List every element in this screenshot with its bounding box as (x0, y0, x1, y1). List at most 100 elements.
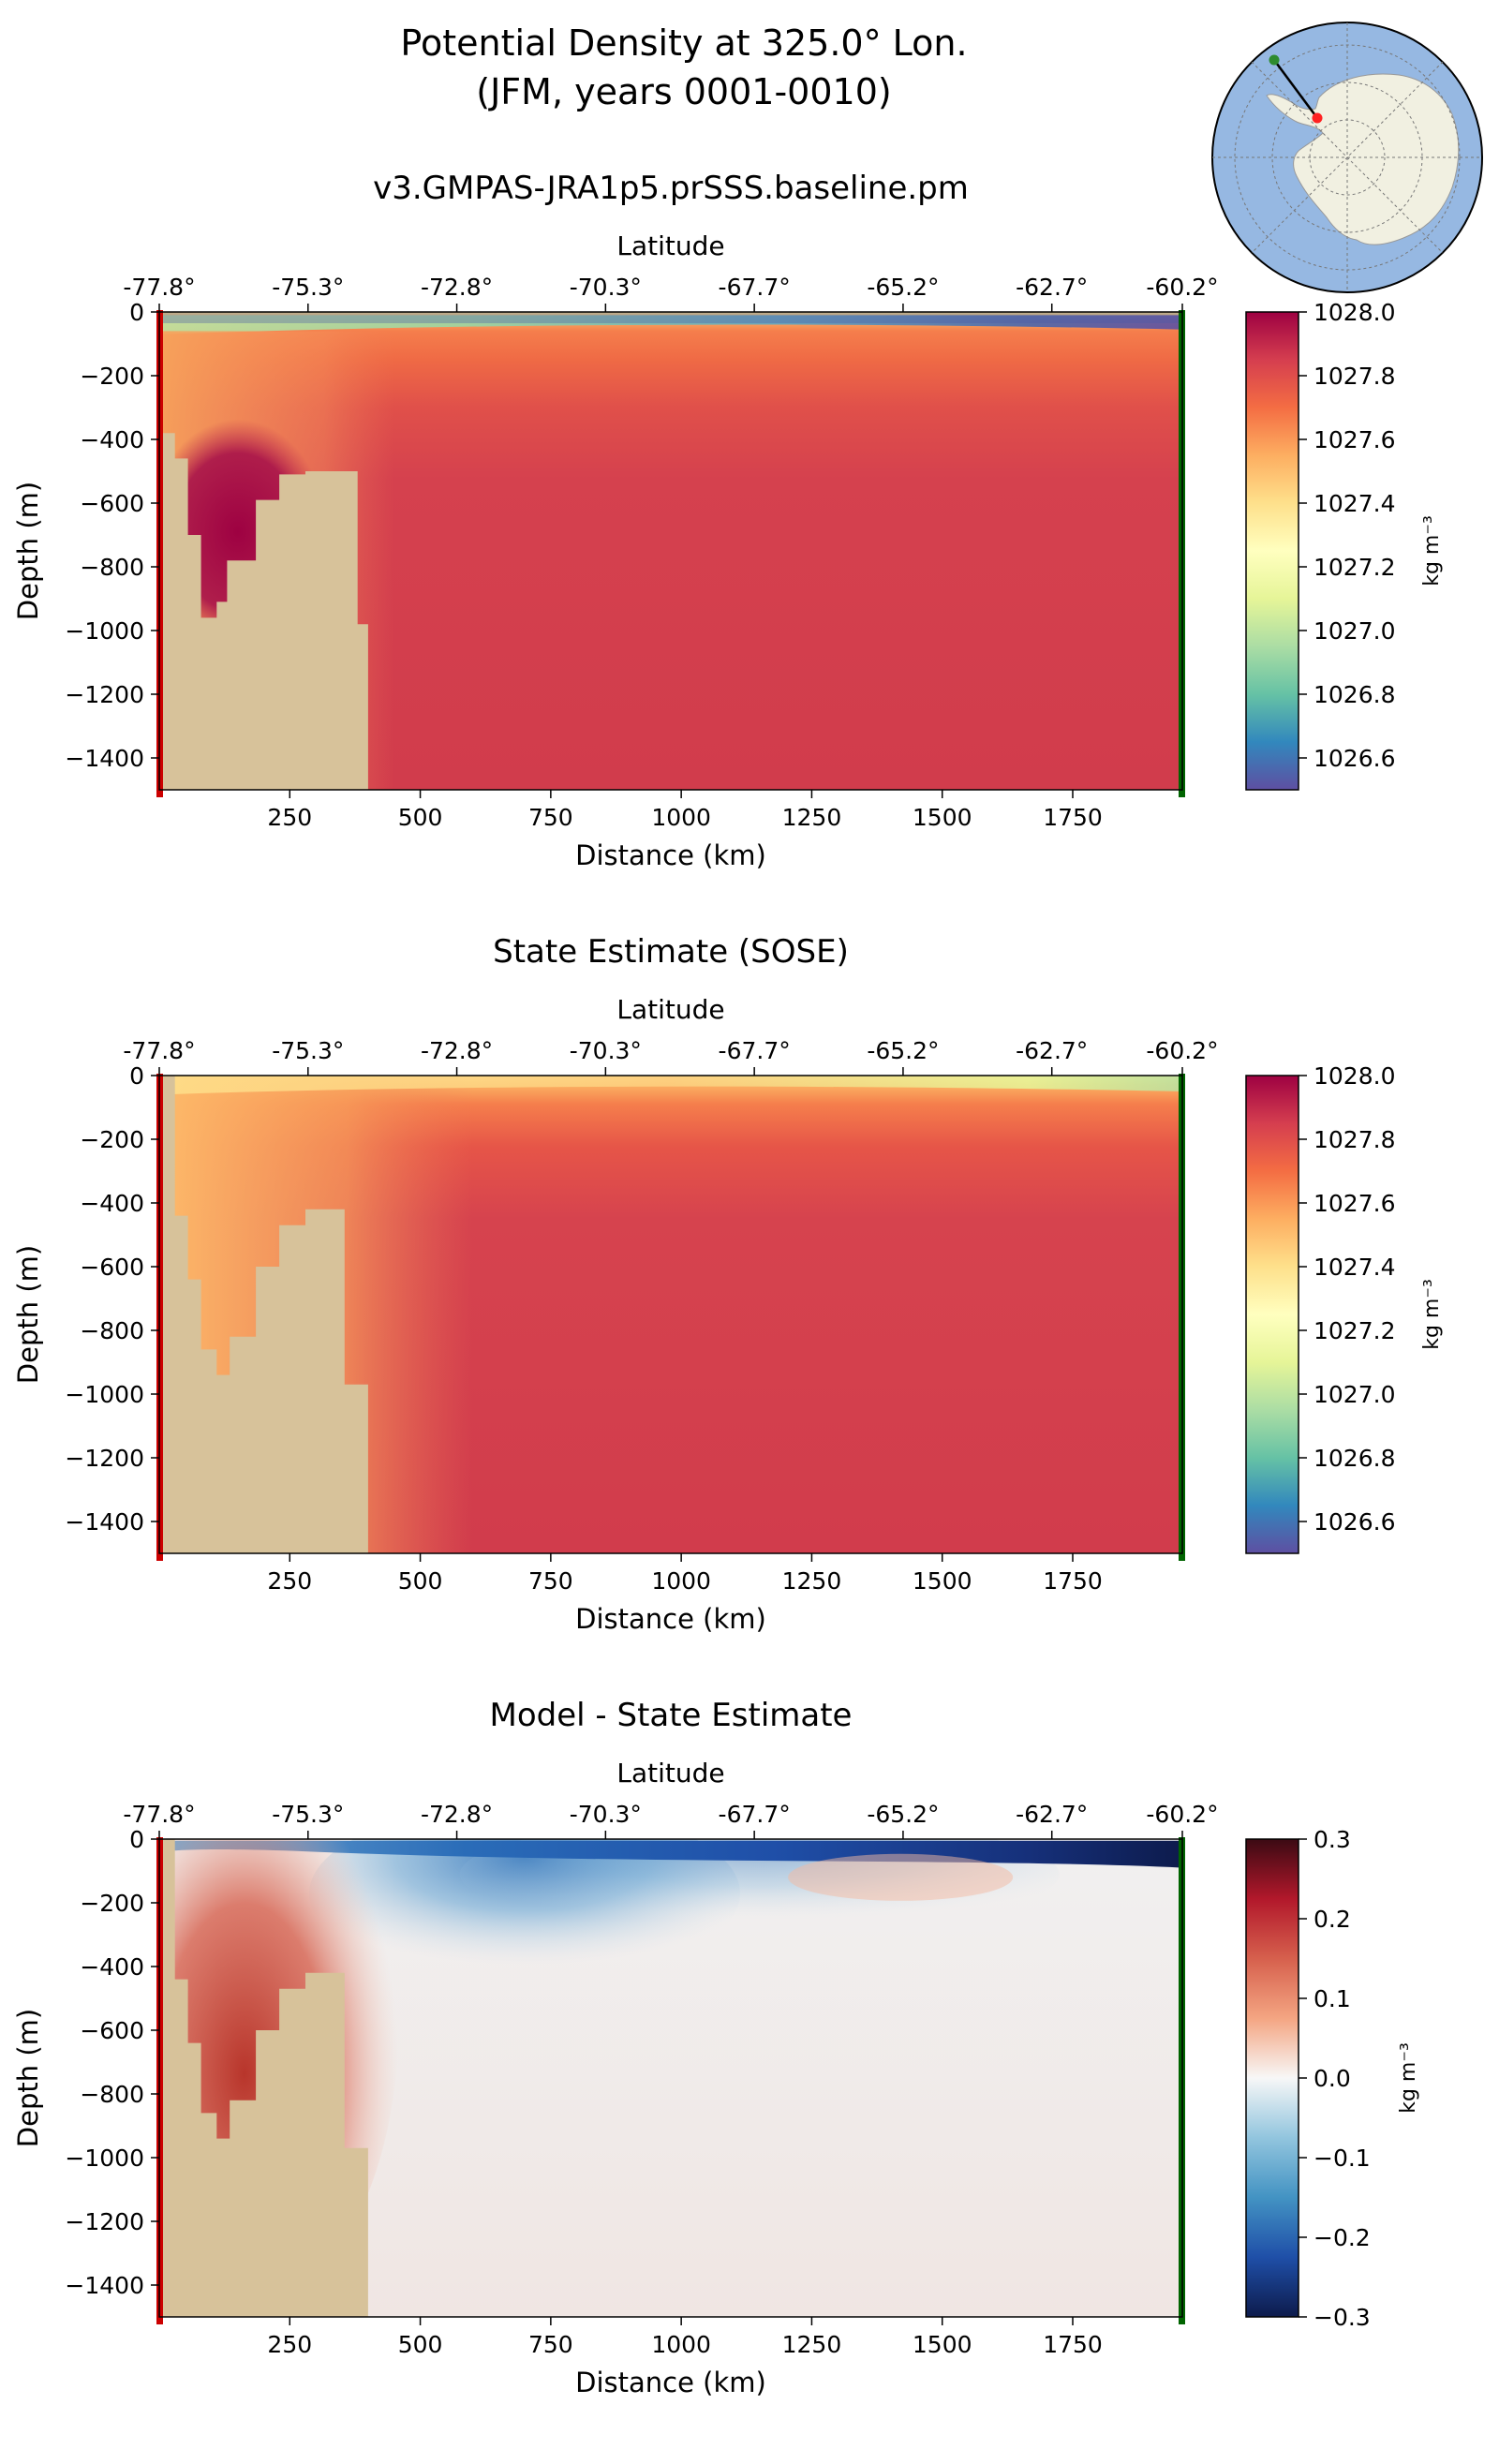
plot-frame (158, 1075, 1183, 1554)
x-tick-label: 500 (398, 804, 443, 831)
latitude-tick-label: -67.7° (719, 274, 791, 301)
y-tick-label: −1400 (65, 745, 144, 772)
x-tick-label: 250 (267, 2331, 312, 2358)
latitude-tick-label: -60.2° (1146, 274, 1218, 301)
latitude-tick-label: -70.3° (570, 274, 642, 301)
y-tick-label: −800 (80, 2081, 144, 2108)
colorbar-tick-label: 1026.8 (1313, 1445, 1395, 1472)
density-field (159, 312, 1182, 790)
colorbar-tick-label: 0.3 (1313, 1826, 1351, 1853)
seafloor-bathymetry (159, 433, 368, 790)
x-tick-label: 1500 (913, 1567, 972, 1595)
surface-thin-layer (159, 312, 1182, 323)
latitude-tick-label: -67.7° (719, 1037, 791, 1064)
x-axis-label: Distance (km) (575, 1603, 766, 1635)
small-positive-patch (788, 1853, 1014, 1901)
density-field (159, 1076, 1182, 1553)
x-tick-label: 1250 (782, 1567, 842, 1595)
model-section-chart: v3.GMPAS-JRA1p5.prSSS.baseline.pm Latitud… (12, 170, 1444, 871)
x-tick-label: 500 (398, 2331, 443, 2358)
y-tick-label: −1000 (65, 1381, 144, 1408)
latitude-tick-label: -72.8° (421, 274, 493, 301)
figure-title-line1: Potential Density at 325.0° Lon. (400, 22, 968, 64)
surface-light-layer (159, 315, 1182, 334)
y-tick-label: −200 (80, 1890, 144, 1917)
colorbar (1245, 311, 1299, 791)
y-tick-label: −400 (80, 1953, 144, 1981)
latitude-tick-label: -75.3° (272, 1801, 344, 1828)
colorbar-tick-label: 1027.4 (1313, 490, 1395, 517)
latitude-tick-label: -75.3° (272, 274, 344, 301)
colorbar-tick-label: 1027.2 (1313, 1317, 1395, 1344)
x-tick-label: 750 (528, 2331, 573, 2358)
plot-frame (158, 1838, 1183, 2318)
panel-sose: State Estimate (SOSE) Latitude 250 500 750 10… (0, 913, 1499, 1700)
y-axis-label: Depth (m) (12, 2009, 44, 2147)
density-field (159, 1839, 1182, 2317)
y-tick-label: −600 (80, 1254, 144, 1281)
y-tick-label: −1200 (65, 2208, 144, 2235)
x-tick-label: 1250 (782, 2331, 842, 2358)
colorbar-tick-label: 0.0 (1313, 2065, 1351, 2092)
x-axis-label: Distance (km) (575, 839, 766, 871)
x-tick-label: 1750 (1043, 1567, 1103, 1595)
x-tick-label: 1500 (913, 804, 972, 831)
x-tick-label: 750 (528, 804, 573, 831)
latitude-tick-label: -65.2° (867, 274, 939, 301)
inset-gridlines (1212, 22, 1482, 292)
latitude-tick-label: -62.7° (1016, 1801, 1088, 1828)
x-tick-label: 1000 (651, 1567, 711, 1595)
sose-section-chart: State Estimate (SOSE) Latitude 250 500 750 10… (12, 933, 1444, 1635)
y-tick-label: −1200 (65, 1445, 144, 1472)
panel-model: v3.GMPAS-JRA1p5.prSSS.baseline.pm Latitud… (0, 150, 1499, 937)
latitude-tick-label: -65.2° (867, 1801, 939, 1828)
x-tick-label: 1000 (651, 804, 711, 831)
figure-title-line2: (JFM, years 0001-0010) (476, 71, 892, 112)
plot-frame (158, 311, 1183, 791)
seafloor-bathymetry (159, 1839, 368, 2317)
latitude-tick-label: -72.8° (421, 1037, 493, 1064)
x-tick-label: 250 (267, 1567, 312, 1595)
y-tick-label: −1000 (65, 2145, 144, 2172)
colorbar-tick-label: 1026.8 (1313, 681, 1395, 708)
inset-transect-line (1272, 59, 1319, 119)
latitude-axis-label: Latitude (616, 230, 724, 261)
latitude-tick-label: -77.8° (123, 274, 195, 301)
y-tick-label: −1400 (65, 2272, 144, 2299)
latitude-tick-label: -75.3° (272, 1037, 344, 1064)
y-tick-label: −400 (80, 426, 144, 453)
y-tick-label: 0 (129, 1826, 144, 1853)
colorbar-tick-label: 1028.0 (1313, 299, 1395, 326)
colorbar-tick-label: 1028.0 (1313, 1062, 1395, 1090)
y-tick-label: −200 (80, 363, 144, 390)
y-tick-label: −1400 (65, 1508, 144, 1536)
y-tick-label: −600 (80, 2017, 144, 2044)
colorbar-tick-label: 1027.8 (1313, 1126, 1395, 1153)
latitude-tick-label: -60.2° (1146, 1801, 1218, 1828)
latitude-tick-label: -67.7° (719, 1801, 791, 1828)
latitude-tick-label: -70.3° (570, 1801, 642, 1828)
colorbar-label: kg m⁻³ (1420, 1279, 1444, 1350)
colorbar (1245, 1075, 1299, 1554)
panel-title: State Estimate (SOSE) (493, 933, 849, 971)
colorbar-tick-label: 1027.0 (1313, 1381, 1395, 1408)
latitude-axis-label: Latitude (616, 994, 724, 1025)
panel-title: Model - State Estimate (490, 1697, 853, 1734)
y-tick-label: −1000 (65, 617, 144, 645)
x-tick-label: 750 (528, 1567, 573, 1595)
colorbar-tick-label: 1027.0 (1313, 617, 1395, 645)
x-tick-label: 1250 (782, 804, 842, 831)
colorbar-tick-label: 1026.6 (1313, 745, 1395, 772)
x-tick-label: 500 (398, 1567, 443, 1595)
colorbar-label: kg m⁻³ (1397, 2042, 1420, 2114)
colorbar-tick-label: 1027.8 (1313, 363, 1395, 390)
y-tick-label: −800 (80, 1317, 144, 1344)
y-axis-label: Depth (m) (12, 482, 44, 620)
colorbar-label: kg m⁻³ (1420, 515, 1444, 586)
colorbar-tick-label: 1027.4 (1313, 1254, 1395, 1281)
latitude-tick-label: -77.8° (123, 1037, 195, 1064)
latitude-tick-label: -62.7° (1016, 1037, 1088, 1064)
y-tick-label: −800 (80, 554, 144, 581)
y-tick-label: −400 (80, 1190, 144, 1217)
inset-polar-map (1211, 22, 1483, 293)
